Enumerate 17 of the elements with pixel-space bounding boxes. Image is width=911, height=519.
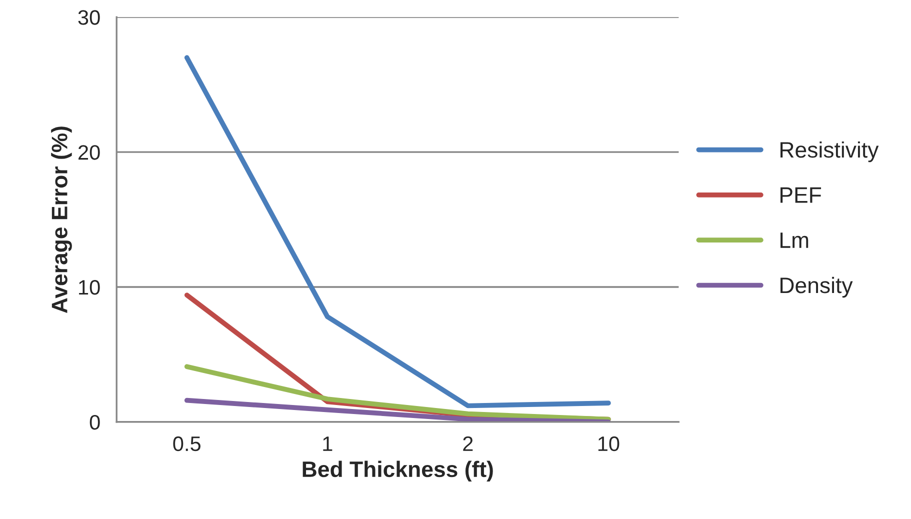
y-tick-label: 0 — [90, 414, 100, 430]
line-series — [184, 364, 611, 422]
x-tick-label: 1 — [323, 436, 332, 451]
y-tick-label: 20 — [78, 145, 100, 160]
line-series — [184, 55, 611, 408]
y-axis-title: Average Error (%) — [51, 126, 72, 314]
legend-label: PEF — [780, 187, 822, 203]
line-series — [184, 398, 611, 422]
legend-label: Resistivity — [780, 141, 879, 162]
x-axis-title: Bed Thickness (ft) — [302, 460, 493, 482]
y-tick-label: 30 — [78, 10, 100, 25]
x-tick-label: 0.5 — [173, 436, 200, 452]
x-tick-label: 10 — [598, 436, 620, 452]
y-tick-label: 10 — [79, 280, 100, 295]
x-tick-label: 2 — [463, 436, 473, 451]
legend-label: Lm — [780, 232, 808, 248]
legend-label: Density — [780, 276, 853, 298]
